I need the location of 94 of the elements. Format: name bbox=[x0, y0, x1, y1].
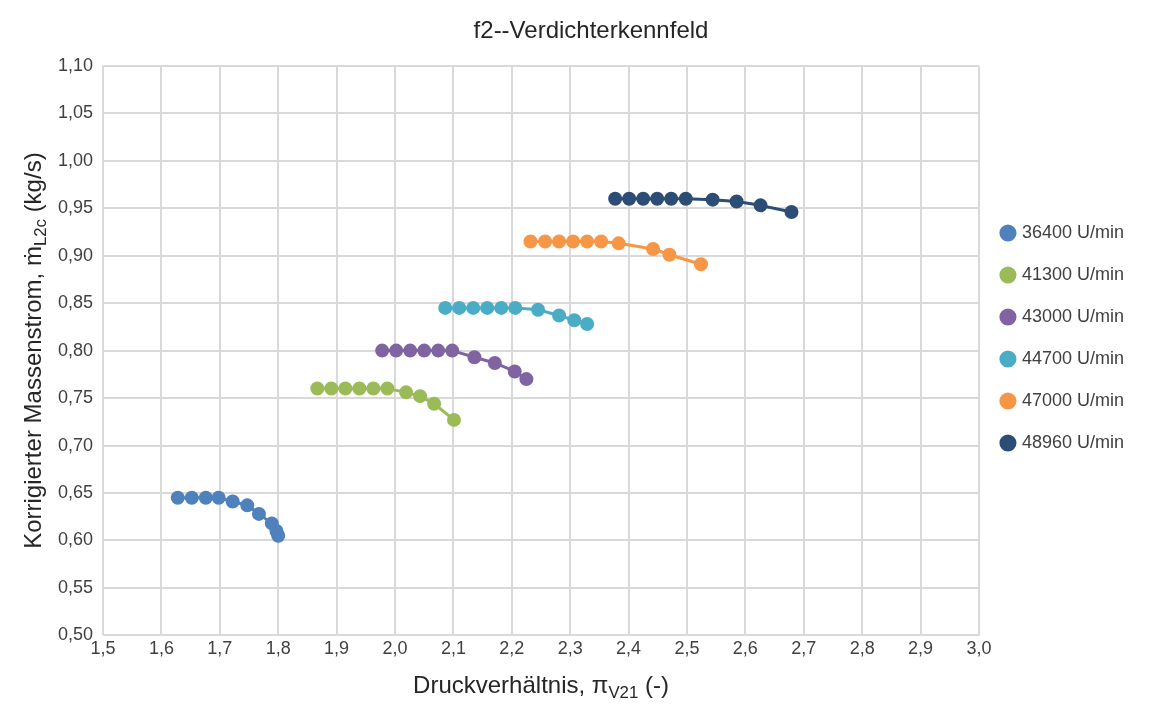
y-tick-label: 0,60 bbox=[57, 529, 94, 550]
point bbox=[466, 300, 481, 315]
x-tick-label: 2,4 bbox=[616, 638, 642, 659]
x-tick-label: 2,9 bbox=[908, 638, 934, 659]
x-tick-label: 2,1 bbox=[440, 638, 466, 659]
legend-label: 41300 U/min bbox=[1021, 263, 1124, 284]
point bbox=[198, 490, 213, 505]
point bbox=[417, 343, 432, 358]
point bbox=[729, 194, 744, 209]
y-tick-label: 0,90 bbox=[57, 244, 94, 265]
point bbox=[622, 191, 637, 206]
point bbox=[650, 191, 665, 206]
point bbox=[438, 300, 453, 315]
x-tick-label: 1,5 bbox=[90, 638, 116, 659]
y-tick-label: 1,10 bbox=[57, 54, 94, 75]
point bbox=[170, 490, 185, 505]
legend-label: 43000 U/min bbox=[1021, 305, 1124, 326]
point bbox=[508, 300, 523, 315]
point bbox=[240, 498, 255, 513]
point bbox=[403, 343, 418, 358]
point bbox=[552, 308, 567, 323]
point bbox=[375, 343, 390, 358]
point bbox=[705, 192, 720, 207]
point bbox=[487, 355, 502, 370]
x-tick-label: 1,8 bbox=[265, 638, 291, 659]
y-axis-title: Korrigierter Massenstrom, ṁL2c (kg/s) bbox=[18, 152, 50, 549]
x-tick-label: 3,0 bbox=[966, 638, 992, 659]
point bbox=[211, 490, 226, 505]
point bbox=[646, 242, 661, 257]
legend-label: 44700 U/min bbox=[1021, 347, 1124, 368]
point bbox=[611, 236, 626, 251]
point bbox=[251, 506, 266, 521]
x-tick-label: 1,9 bbox=[324, 638, 350, 659]
point bbox=[608, 191, 623, 206]
x-tick-label: 1,6 bbox=[148, 638, 174, 659]
y-tick-label: 0,85 bbox=[57, 292, 94, 313]
point bbox=[567, 313, 582, 328]
x-tick-label: 2,6 bbox=[732, 638, 758, 659]
y-tick-label: 0,70 bbox=[57, 434, 94, 455]
point bbox=[523, 234, 538, 249]
point bbox=[538, 234, 553, 249]
point bbox=[552, 234, 567, 249]
point bbox=[445, 343, 460, 358]
point bbox=[452, 300, 467, 315]
x-tick-label: 2,8 bbox=[849, 638, 875, 659]
point bbox=[467, 350, 482, 365]
point bbox=[380, 381, 395, 396]
point bbox=[225, 494, 240, 509]
point bbox=[324, 381, 339, 396]
point bbox=[446, 412, 461, 427]
point bbox=[389, 343, 404, 358]
legend-label: 48960 U/min bbox=[1021, 431, 1124, 452]
x-tick-label: 2,0 bbox=[382, 638, 408, 659]
legend-label: 36400 U/min bbox=[1021, 221, 1124, 242]
y-tick-label: 0,75 bbox=[57, 387, 94, 408]
point bbox=[636, 191, 651, 206]
point bbox=[784, 205, 799, 219]
point bbox=[399, 385, 414, 400]
point bbox=[271, 528, 286, 543]
point bbox=[566, 234, 581, 249]
point bbox=[594, 234, 609, 249]
point bbox=[352, 381, 367, 396]
y-tick-label: 0,95 bbox=[57, 197, 94, 218]
x-tick-label: 2,5 bbox=[674, 638, 700, 659]
y-tick-label: 0,80 bbox=[57, 339, 94, 360]
point bbox=[494, 300, 509, 315]
point bbox=[431, 343, 446, 358]
point bbox=[519, 372, 534, 387]
y-tick-label: 1,05 bbox=[57, 102, 94, 123]
point bbox=[338, 381, 353, 396]
point bbox=[678, 191, 693, 206]
point bbox=[580, 234, 595, 249]
x-tick-label: 2,7 bbox=[791, 638, 817, 659]
y-tick-label: 1,00 bbox=[57, 149, 94, 170]
y-tick-label: 0,55 bbox=[57, 576, 94, 597]
point bbox=[507, 364, 522, 379]
x-tick-label: 1,7 bbox=[207, 638, 233, 659]
x-tick-label: 2,3 bbox=[557, 638, 583, 659]
x-tick-label: 2,2 bbox=[499, 638, 525, 659]
point bbox=[693, 257, 708, 272]
point bbox=[664, 191, 679, 206]
point bbox=[580, 317, 595, 332]
chart-title: f2--Verdichterkennfeld bbox=[473, 16, 709, 44]
point bbox=[531, 302, 546, 317]
point bbox=[184, 490, 199, 505]
point bbox=[480, 300, 495, 315]
point bbox=[427, 396, 442, 411]
point bbox=[366, 381, 381, 396]
point bbox=[662, 247, 677, 262]
y-tick-label: 0,65 bbox=[57, 481, 94, 502]
point bbox=[310, 381, 325, 396]
point bbox=[413, 389, 428, 404]
point bbox=[753, 198, 768, 213]
legend-label: 47000 U/min bbox=[1021, 389, 1124, 410]
